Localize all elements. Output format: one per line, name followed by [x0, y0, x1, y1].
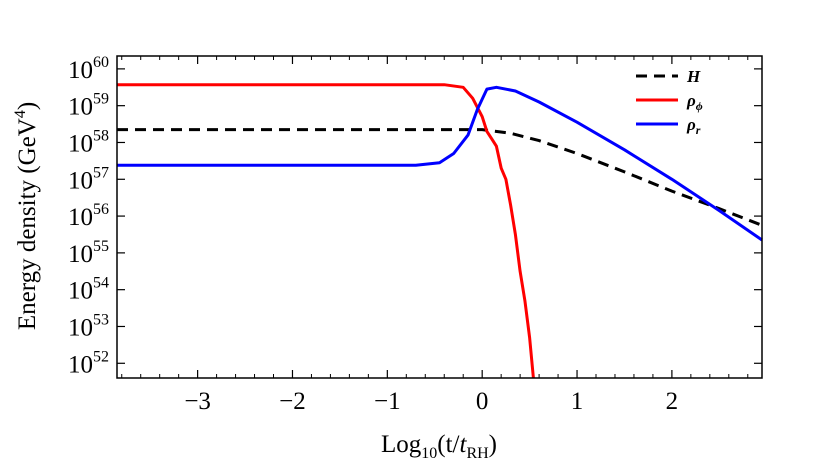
y-tick-label: 1056 — [68, 201, 109, 231]
y-tick-label: 1054 — [68, 275, 109, 305]
axis-ticks-group: −3 −2 −1 0 1 2 1052 1053 1054 1055 1056 1057 1058 105… — [68, 54, 762, 415]
series-line-2 — [117, 83, 535, 379]
y-tick-label: 1053 — [68, 311, 109, 341]
x-tick-label: −2 — [279, 388, 306, 415]
x-tick-label: 0 — [476, 388, 489, 415]
y-tick-label: 1055 — [68, 238, 109, 268]
legend-label: H — [686, 67, 701, 86]
y-axis-label: Energy density (GeV4) — [12, 102, 41, 330]
y-tick-label: 1052 — [68, 348, 109, 378]
x-tick-label: 2 — [666, 388, 679, 415]
series-line-3 — [117, 85, 763, 242]
x-tick-label: 1 — [571, 388, 584, 415]
legend-label: ρϕ — [686, 91, 703, 113]
x-tick-label: −3 — [184, 388, 211, 415]
series-line-1 — [117, 128, 763, 227]
y-tick-label: 1060 — [68, 54, 109, 84]
y-tick-label: 1057 — [68, 164, 109, 194]
plot-frame — [116, 55, 763, 379]
x-axis-label: Log10(t/tRH) — [381, 431, 497, 462]
y-tick-label: 1058 — [68, 127, 109, 157]
y-tick-label: 1059 — [68, 91, 109, 121]
x-tick-label: −1 — [374, 388, 401, 415]
legend-label: ρr — [686, 115, 701, 137]
plot-series-group — [117, 83, 763, 379]
